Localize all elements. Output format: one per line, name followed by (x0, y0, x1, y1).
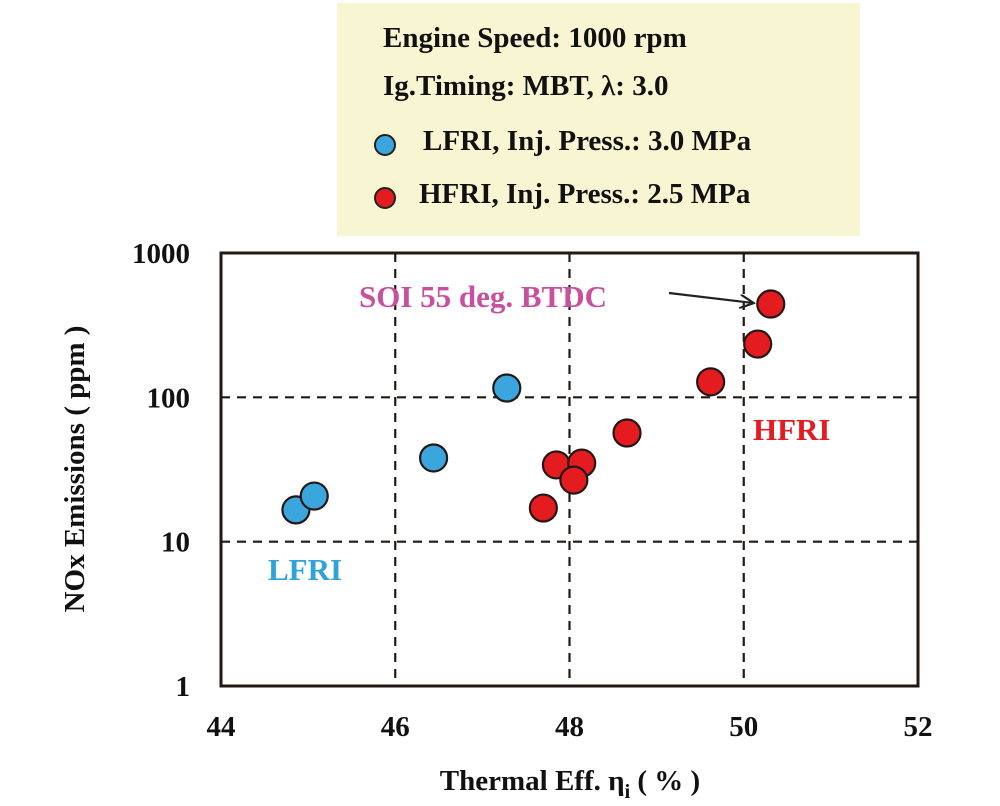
y-tick-label: 1000 (132, 238, 190, 270)
hfri-point (559, 465, 589, 495)
x-tick-label: 50 (729, 711, 758, 743)
legend-marker-hfri (374, 187, 396, 209)
annotation-lfri: LFRI (268, 552, 342, 587)
lfri-point (299, 481, 329, 511)
legend-box: Engine Speed: 1000 rpm Ig.Timing: MBT, λ… (337, 3, 860, 236)
annotation-soi: SOI 55 deg. BTDC (359, 279, 607, 314)
data-points (281, 289, 786, 525)
hfri-point (528, 493, 558, 523)
y-tick-label: 1 (176, 671, 191, 703)
x-tick-label: 46 (381, 711, 410, 743)
y-tick-label: 100 (147, 382, 191, 414)
y-tick-label: 10 (161, 527, 190, 559)
x-tick-label: 48 (555, 711, 584, 743)
x-axis-title: Thermal Eff. ηi ( % ) (440, 765, 700, 803)
hfri-point (743, 329, 773, 359)
legend-engine-speed: Engine Speed: 1000 rpm (383, 22, 687, 54)
lfri-point (492, 373, 522, 403)
legend-marker-lfri (374, 134, 396, 156)
x-axis-ticks: 44 46 48 50 52 (207, 711, 933, 743)
x-tick-label: 52 (904, 711, 933, 743)
annotation-arrow (668, 291, 754, 303)
legend-label-lfri: LFRI, Inj. Press.: 3.0 MPa (423, 125, 752, 157)
annotation-hfri: HFRI (753, 412, 831, 447)
hfri-point (612, 418, 642, 448)
legend-ignition-timing: Ig.Timing: MBT, λ: 3.0 (383, 70, 669, 102)
y-axis-ticks: 1 10 100 1000 (132, 238, 190, 703)
plot-frame (219, 251, 920, 688)
lfri-point (418, 443, 449, 473)
y-axis-title: NOx Emissions ( ppm ) (59, 326, 91, 613)
grid-lines (221, 253, 918, 686)
hfri-point (756, 289, 786, 319)
x-tick-label: 44 (207, 711, 236, 743)
hfri-point (696, 367, 726, 397)
legend-label-hfri: HFRI, Inj. Press.: 2.5 MPa (419, 178, 751, 210)
